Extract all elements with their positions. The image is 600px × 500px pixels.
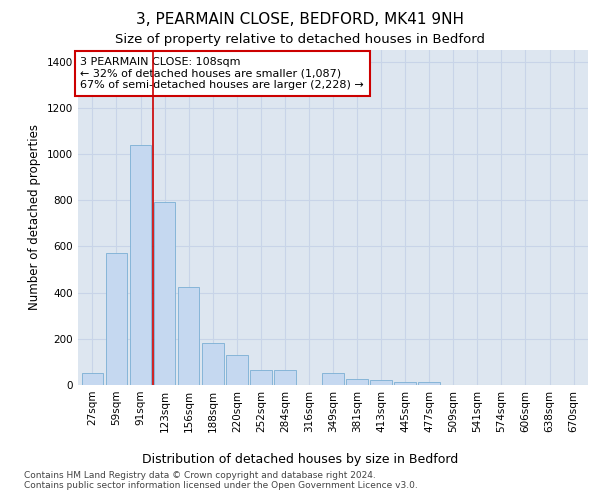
Text: 3 PEARMAIN CLOSE: 108sqm
← 32% of detached houses are smaller (1,087)
67% of sem: 3 PEARMAIN CLOSE: 108sqm ← 32% of detach…	[80, 57, 364, 90]
Bar	[274, 370, 296, 385]
Bar	[394, 382, 416, 385]
Bar	[370, 380, 392, 385]
Y-axis label: Number of detached properties: Number of detached properties	[28, 124, 41, 310]
Bar	[154, 202, 175, 385]
Text: Contains HM Land Registry data © Crown copyright and database right 2024.
Contai: Contains HM Land Registry data © Crown c…	[24, 470, 418, 490]
Text: 3, PEARMAIN CLOSE, BEDFORD, MK41 9NH: 3, PEARMAIN CLOSE, BEDFORD, MK41 9NH	[136, 12, 464, 28]
Bar	[106, 253, 127, 385]
Text: Size of property relative to detached houses in Bedford: Size of property relative to detached ho…	[115, 32, 485, 46]
Bar	[226, 356, 248, 385]
Bar	[346, 378, 368, 385]
Bar	[202, 344, 224, 385]
Bar	[130, 144, 151, 385]
Text: Distribution of detached houses by size in Bedford: Distribution of detached houses by size …	[142, 452, 458, 466]
Bar	[178, 287, 199, 385]
Bar	[322, 374, 344, 385]
Bar	[418, 382, 440, 385]
Bar	[250, 370, 272, 385]
Bar	[82, 374, 103, 385]
